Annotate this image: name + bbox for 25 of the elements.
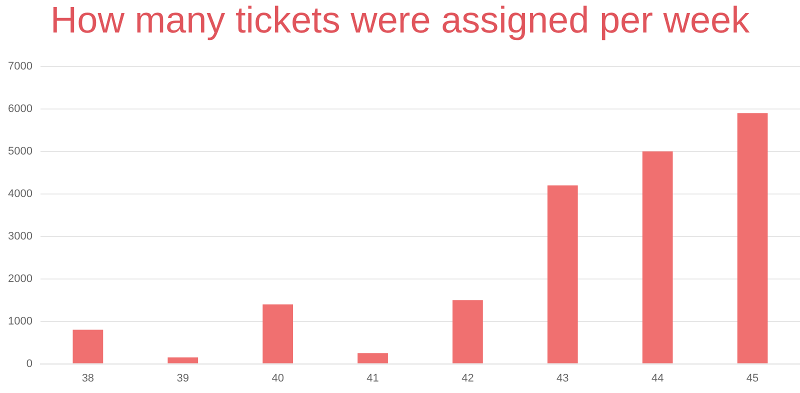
y-tick-label: 1000	[8, 315, 32, 328]
bar	[168, 357, 198, 364]
y-tick-label: 4000	[8, 188, 32, 200]
x-tick-label: 43	[556, 372, 569, 384]
x-tick-label: 44	[651, 372, 664, 384]
bar	[358, 353, 388, 364]
chart-title: How many tickets were assigned per week	[50, 0, 750, 40]
bar	[262, 304, 294, 364]
x-tick-label: 42	[462, 372, 474, 384]
bar	[737, 113, 768, 364]
y-tick-label: 0	[26, 358, 32, 370]
bar	[547, 185, 578, 364]
y-tick-label: 2000	[8, 272, 32, 285]
y-tick-label: 5000	[8, 145, 32, 158]
x-tick-label: 41	[366, 372, 379, 384]
y-tick-label: 3000	[8, 230, 32, 242]
x-tick-label: 45	[746, 372, 759, 384]
y-tick-label: 6000	[8, 102, 32, 115]
x-tick-label: 40	[272, 372, 284, 384]
x-tick-label: 39	[176, 372, 190, 384]
bar	[642, 151, 673, 364]
bar	[452, 300, 483, 364]
y-tick-label: 7000	[8, 60, 32, 72]
bar	[72, 330, 104, 364]
x-tick-label: 38	[82, 372, 94, 384]
